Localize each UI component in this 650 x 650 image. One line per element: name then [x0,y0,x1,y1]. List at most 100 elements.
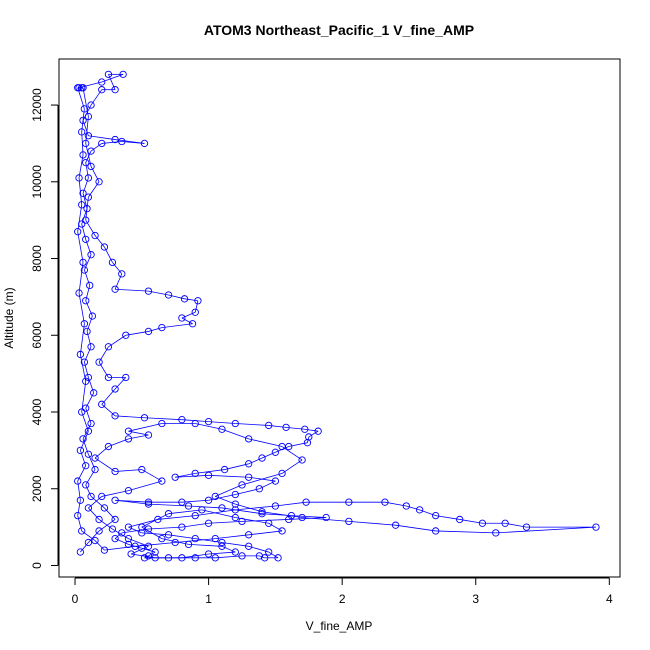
series-line-segment [108,74,116,90]
series-line-segment [98,361,109,378]
data-point [84,538,93,547]
series-line-segment [304,428,319,432]
data-point [220,465,229,474]
data-point [303,439,312,447]
series-line-segment [288,517,327,520]
series-line-segment [221,507,263,515]
y-axis-label: Altitude (m) [2,287,16,348]
series-line-segment [94,446,109,459]
data-point [151,548,159,556]
data-point [204,471,213,479]
data-point [258,510,266,518]
data-point [131,542,139,550]
series-line-segment [128,519,158,528]
series-line-segment [291,515,327,518]
series-line-segment [86,331,92,347]
data-point [415,506,424,514]
data-point [191,511,199,520]
data-point [87,251,95,259]
series-line-segment [208,551,236,555]
data-point [98,78,106,86]
series-line-segment [101,404,116,417]
series-line-segment [141,547,156,553]
data-point [180,295,189,303]
data-point [95,178,103,186]
series-line-segment [85,300,93,317]
series-line-segment [85,408,92,424]
data-point [78,128,86,136]
data-point [104,373,113,382]
data-point [84,193,93,201]
series-line-segment [101,490,129,497]
data-point [164,531,173,539]
data-point [124,523,133,531]
data-point [231,506,239,514]
x-axis: 0 1 2 3 4 [72,577,613,606]
data-point [86,281,94,290]
data-point [298,513,306,522]
series-line-segment [82,87,89,117]
series-line-segment [395,524,436,532]
data-point [83,327,91,336]
series-line-segment [215,555,243,559]
data-point [84,174,93,182]
series-line-segment [90,166,100,182]
data-point [158,477,166,485]
series-line-segment [94,540,105,551]
series-line-segment [188,505,222,509]
series-line-segment [235,423,269,426]
series-line-segment [175,538,216,543]
chart-title: ATOM3 Northeast_Pacific_1 V_fine_AMP [204,22,474,38]
series-line-segment [104,246,113,263]
data-point [87,101,95,109]
data-point [158,534,166,543]
data-point [100,504,109,512]
data-layer [74,70,600,562]
data-point [171,473,179,481]
series-line-segment [221,542,249,547]
data-point [432,527,440,535]
data-point [104,442,113,451]
data-point [265,421,273,430]
data-point [138,523,146,531]
data-point [82,158,90,167]
data-point [82,377,90,385]
series-line-segment [281,446,303,461]
data-point [82,216,90,224]
series-line-segment [81,223,87,240]
series-line-segment [459,519,483,524]
series-line-segment [302,517,349,522]
series-line-segment [114,377,127,390]
data-point [231,500,239,508]
data-point [75,174,83,182]
series-line-segment [114,538,129,545]
series-line-segment [181,553,209,559]
data-point [138,465,146,474]
series-line-segment [235,488,260,495]
data-point [78,201,86,209]
series-line-segment [82,193,88,209]
data-point [91,231,99,240]
y-tick-label: 8000 [30,245,44,272]
data-point [492,529,500,537]
data-point [118,137,126,146]
data-point [298,456,306,464]
series-line-segment [215,484,243,497]
series-line-segment [128,423,162,432]
series-line-segment [141,469,163,482]
series-line-segment [241,473,283,486]
data-point [184,540,193,549]
data-point [75,289,83,297]
data-point [144,542,153,550]
data-point [245,460,253,468]
series-line-segment [235,505,276,511]
series-line-segment [308,430,319,438]
data-point [144,500,153,508]
data-point [218,504,226,512]
data-point [144,327,153,336]
series-line-segment [78,292,85,324]
data-point [278,469,286,478]
data-point [95,358,103,366]
x-tick-label: 3 [472,592,479,606]
data-point [108,258,117,267]
